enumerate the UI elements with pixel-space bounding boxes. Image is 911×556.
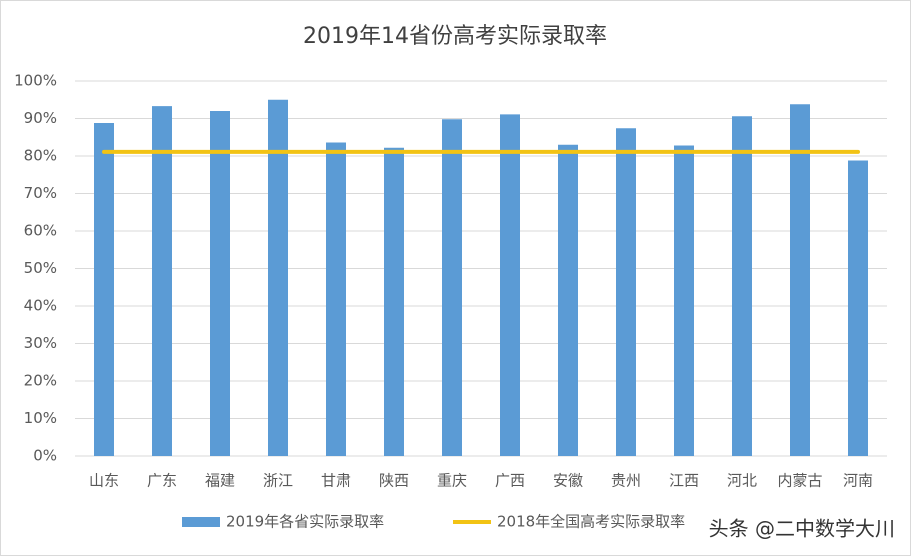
bar bbox=[326, 142, 346, 456]
y-tick-label: 80% bbox=[24, 147, 57, 165]
bar bbox=[210, 111, 230, 456]
x-tick-label: 河南 bbox=[843, 472, 873, 490]
x-tick-label: 河北 bbox=[727, 472, 757, 490]
legend-label: 2019年各省实际录取率 bbox=[226, 513, 384, 531]
legend-swatch bbox=[182, 517, 220, 527]
y-tick-label: 10% bbox=[24, 409, 57, 427]
y-tick-label: 100% bbox=[14, 72, 57, 90]
bar bbox=[558, 144, 578, 456]
bar bbox=[442, 119, 462, 456]
x-tick-label: 陕西 bbox=[379, 472, 409, 490]
x-tick-label: 浙江 bbox=[263, 472, 293, 490]
x-tick-label: 贵州 bbox=[611, 472, 641, 490]
bar bbox=[268, 99, 288, 456]
y-tick-label: 30% bbox=[24, 334, 57, 352]
x-tick-label: 广东 bbox=[147, 472, 177, 490]
y-tick-label: 50% bbox=[24, 259, 57, 277]
bar bbox=[616, 128, 636, 456]
y-tick-label: 70% bbox=[24, 184, 57, 202]
x-tick-label: 山东 bbox=[89, 472, 119, 490]
legend-label: 2018年全国高考实际录取率 bbox=[497, 513, 685, 531]
y-tick-label: 90% bbox=[24, 109, 57, 127]
watermark: 头条 @二中数学大川 bbox=[709, 517, 895, 541]
x-tick-label: 福建 bbox=[205, 472, 235, 490]
y-tick-label: 60% bbox=[24, 222, 57, 240]
y-tick-label: 40% bbox=[24, 297, 57, 315]
bar bbox=[152, 106, 172, 456]
x-tick-label: 安徽 bbox=[553, 472, 583, 490]
y-tick-label: 20% bbox=[24, 372, 57, 390]
bar bbox=[848, 160, 868, 456]
x-tick-label: 内蒙古 bbox=[777, 472, 822, 490]
bar bbox=[674, 145, 694, 456]
chart-title: 2019年14省份高考实际录取率 bbox=[303, 24, 607, 49]
x-tick-label: 江西 bbox=[669, 472, 699, 490]
x-tick-label: 重庆 bbox=[437, 472, 467, 490]
bar bbox=[732, 116, 752, 456]
x-tick-label: 甘肃 bbox=[321, 472, 351, 490]
bar bbox=[384, 147, 404, 456]
bar bbox=[790, 104, 810, 456]
x-tick-label: 广西 bbox=[495, 472, 525, 490]
y-tick-label: 0% bbox=[33, 447, 57, 465]
bar bbox=[94, 123, 114, 456]
bar bbox=[500, 114, 520, 456]
